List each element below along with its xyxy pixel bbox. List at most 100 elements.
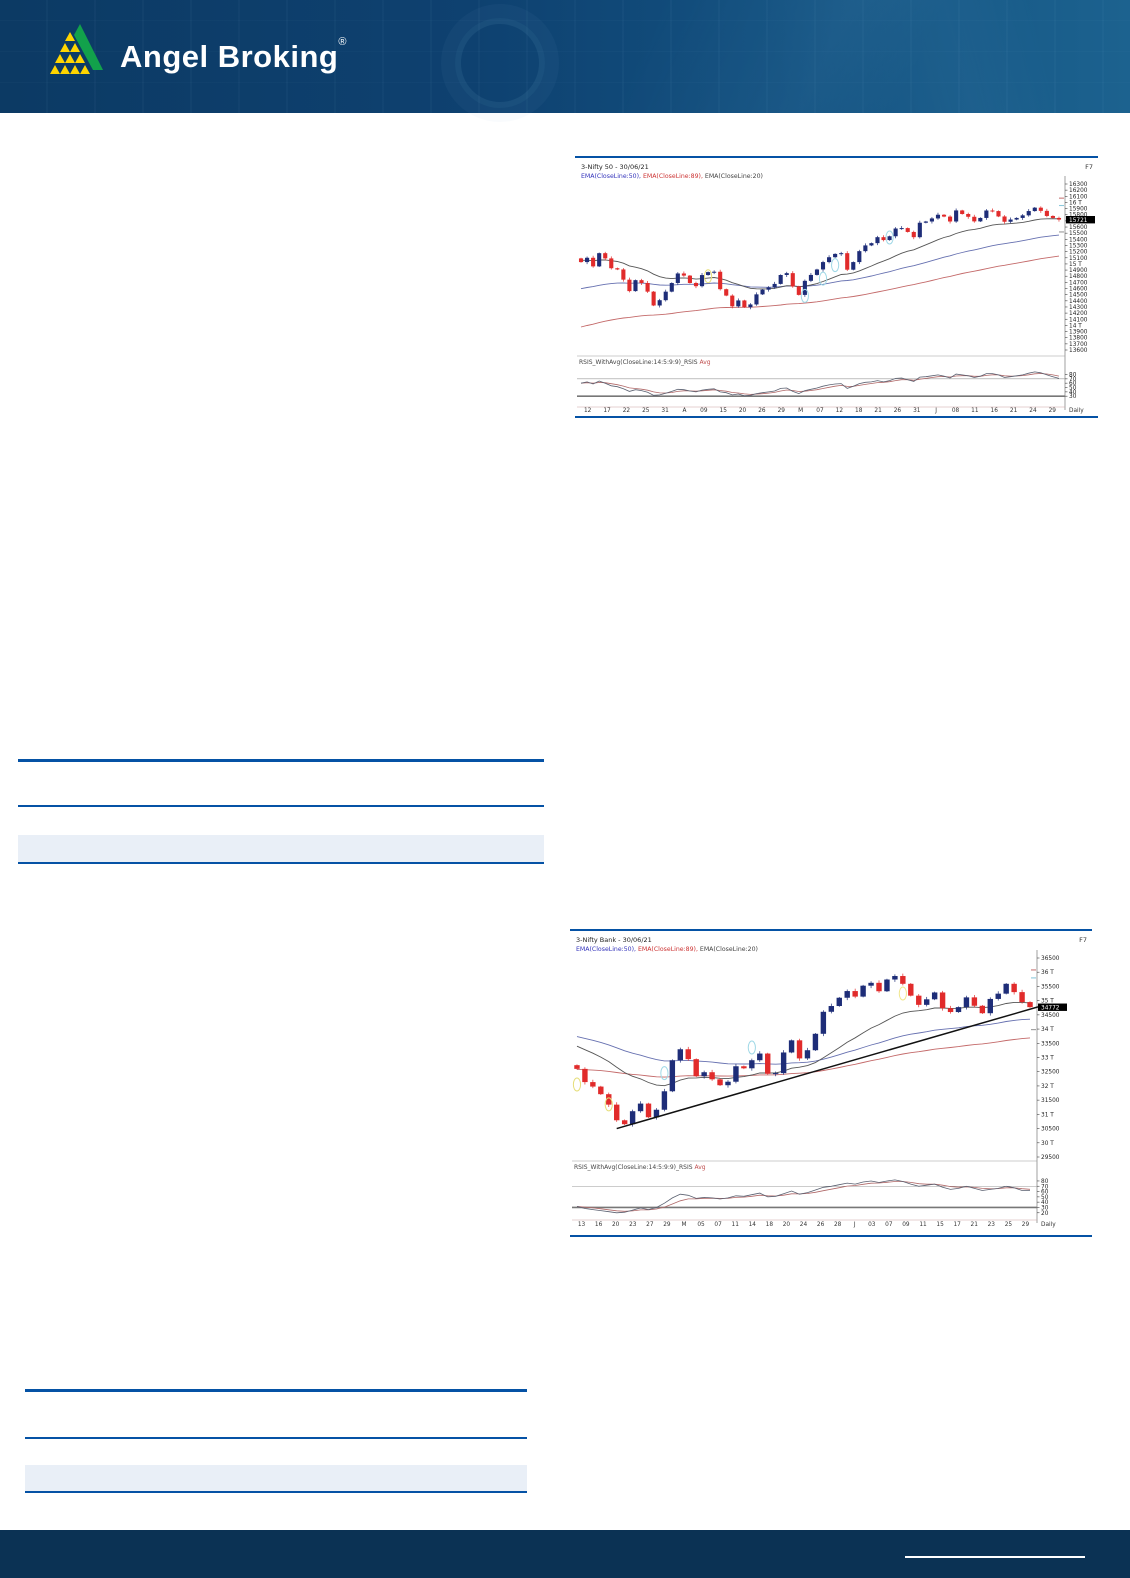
- svg-text:A: A: [682, 408, 686, 414]
- svg-text:16200: 16200: [1069, 188, 1088, 194]
- svg-text:29500: 29500: [1041, 1155, 1060, 1161]
- svg-text:14 T: 14 T: [1069, 323, 1082, 329]
- svg-text:23: 23: [988, 1222, 996, 1228]
- table-header-border: [25, 1437, 527, 1439]
- svg-text:34772: 34772: [1041, 1005, 1060, 1011]
- svg-text:J: J: [934, 408, 937, 414]
- svg-text:17: 17: [953, 1222, 961, 1228]
- svg-text:RSIS_WithAvg(CloseLine:14:5:9:: RSIS_WithAvg(CloseLine:14:5:9:9)_RSIS Av…: [579, 359, 711, 366]
- svg-text:33500: 33500: [1041, 1041, 1060, 1047]
- svg-text:16 T: 16 T: [1069, 200, 1082, 206]
- svg-text:16100: 16100: [1069, 194, 1088, 200]
- footer-bar: [0, 1530, 1130, 1578]
- svg-text:15900: 15900: [1069, 207, 1088, 213]
- svg-text:05: 05: [697, 1222, 705, 1228]
- svg-text:Daily: Daily: [1069, 408, 1084, 414]
- svg-text:14500: 14500: [1069, 293, 1088, 299]
- svg-text:13900: 13900: [1069, 330, 1088, 336]
- svg-text:15400: 15400: [1069, 237, 1088, 243]
- svg-text:M: M: [798, 408, 803, 414]
- svg-text:34500: 34500: [1041, 1013, 1060, 1019]
- svg-text:30 T: 30 T: [1041, 1141, 1054, 1147]
- svg-text:36500: 36500: [1041, 956, 1060, 962]
- svg-text:11: 11: [971, 408, 979, 414]
- svg-text:3-Nifty Bank - 30/06/21: 3-Nifty Bank - 30/06/21: [576, 936, 652, 944]
- svg-text:24: 24: [800, 1222, 808, 1228]
- svg-text:60: 60: [1069, 381, 1077, 387]
- svg-text:40: 40: [1069, 390, 1077, 396]
- svg-text:29: 29: [1049, 408, 1057, 414]
- table-row: [25, 1465, 527, 1493]
- table-top-border: [18, 759, 544, 762]
- svg-text:17: 17: [603, 408, 611, 414]
- svg-text:31: 31: [661, 408, 669, 414]
- svg-text:EMA(CloseLine:50), EMA(CloseLi: EMA(CloseLine:50), EMA(CloseLine:89), EM…: [576, 946, 758, 953]
- svg-text:40: 40: [1041, 1200, 1049, 1206]
- svg-text:80: 80: [1069, 373, 1077, 379]
- svg-text:07: 07: [816, 408, 824, 414]
- svg-text:07: 07: [714, 1222, 722, 1228]
- svg-text:21: 21: [1010, 408, 1018, 414]
- svg-text:F7: F7: [1085, 163, 1093, 171]
- svg-text:60: 60: [1041, 1190, 1049, 1196]
- svg-text:EMA(CloseLine:50), EMA(CloseLi: EMA(CloseLine:50), EMA(CloseLine:89), EM…: [581, 173, 763, 180]
- svg-text:30500: 30500: [1041, 1127, 1060, 1133]
- svg-text:Daily: Daily: [1041, 1222, 1056, 1228]
- svg-text:25: 25: [642, 408, 650, 414]
- svg-text:16: 16: [991, 408, 999, 414]
- svg-text:11: 11: [732, 1222, 740, 1228]
- svg-text:29: 29: [1022, 1222, 1030, 1228]
- brand: Angel Broking®: [42, 22, 347, 88]
- svg-text:26: 26: [894, 408, 902, 414]
- niftybank-daily-chart: 3-Nifty Bank - 30/06/21 F7 EMA(CloseLine:5…: [570, 929, 1092, 1237]
- svg-text:31500: 31500: [1041, 1098, 1060, 1104]
- svg-text:29: 29: [778, 408, 786, 414]
- svg-text:18: 18: [855, 408, 863, 414]
- svg-text:15600: 15600: [1069, 225, 1088, 231]
- svg-text:RSIS_WithAvg(CloseLine:14:5:9:: RSIS_WithAvg(CloseLine:14:5:9:9)_RSIS Av…: [574, 1164, 706, 1171]
- svg-text:14900: 14900: [1069, 268, 1088, 274]
- svg-text:32 T: 32 T: [1041, 1084, 1054, 1090]
- svg-text:09: 09: [700, 408, 708, 414]
- svg-text:14200: 14200: [1069, 311, 1088, 317]
- svg-text:3-Nifty 50 - 30/06/21: 3-Nifty 50 - 30/06/21: [581, 163, 649, 171]
- svg-text:27: 27: [646, 1222, 654, 1228]
- brand-name-text: Angel Broking: [120, 38, 339, 74]
- nifty50-daily-chart: 3-Nifty 50 - 30/06/21 F7 EMA(CloseLine:50)…: [575, 156, 1098, 418]
- svg-text:30: 30: [1041, 1205, 1049, 1211]
- svg-text:33 T: 33 T: [1041, 1056, 1054, 1062]
- svg-text:20: 20: [783, 1222, 791, 1228]
- svg-text:15: 15: [936, 1222, 944, 1228]
- svg-text:13: 13: [578, 1222, 586, 1228]
- svg-text:M: M: [681, 1222, 686, 1228]
- svg-text:15: 15: [720, 408, 728, 414]
- svg-text:32500: 32500: [1041, 1070, 1060, 1076]
- svg-text:50: 50: [1069, 386, 1077, 392]
- svg-text:36 T: 36 T: [1041, 970, 1054, 976]
- header-ring-decoration: [455, 18, 545, 108]
- svg-text:35500: 35500: [1041, 984, 1060, 990]
- table-top-border: [25, 1389, 527, 1392]
- svg-text:14300: 14300: [1069, 305, 1088, 311]
- svg-text:70: 70: [1069, 377, 1077, 383]
- footer-divider-line: [905, 1556, 1085, 1558]
- svg-text:03: 03: [868, 1222, 876, 1228]
- table-header-border: [18, 805, 544, 807]
- svg-text:22: 22: [623, 408, 631, 414]
- svg-text:20: 20: [612, 1222, 620, 1228]
- svg-text:26: 26: [758, 408, 766, 414]
- svg-text:34 T: 34 T: [1041, 1027, 1054, 1033]
- svg-text:16: 16: [595, 1222, 603, 1228]
- svg-text:20: 20: [739, 408, 747, 414]
- registered-mark: ®: [338, 35, 347, 48]
- svg-text:14400: 14400: [1069, 299, 1088, 305]
- svg-text:14800: 14800: [1069, 274, 1088, 280]
- svg-text:J: J: [853, 1222, 856, 1228]
- svg-text:15100: 15100: [1069, 256, 1088, 262]
- svg-text:F7: F7: [1079, 936, 1087, 944]
- svg-text:15300: 15300: [1069, 243, 1088, 249]
- svg-text:09: 09: [902, 1222, 910, 1228]
- svg-text:21: 21: [874, 408, 882, 414]
- svg-text:13600: 13600: [1069, 348, 1088, 354]
